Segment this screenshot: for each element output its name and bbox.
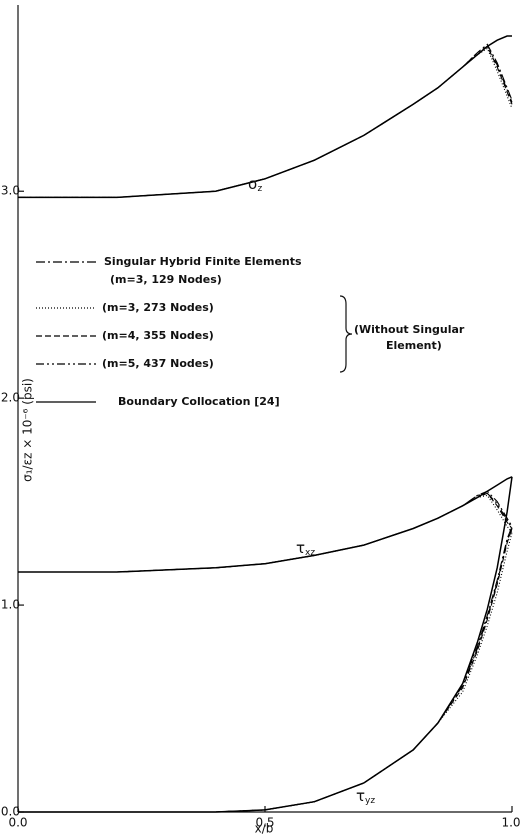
series-line xyxy=(18,476,513,573)
series-line xyxy=(18,532,513,813)
series-line xyxy=(18,45,513,198)
legend-label: (m=3, 129 Nodes) xyxy=(110,273,222,286)
legend-label: (m=3, 273 Nodes) xyxy=(102,301,214,314)
y-tick-label: 0.0 xyxy=(1,805,20,819)
curve-label-symbol: τ xyxy=(356,787,365,805)
curve-label-subscript: z xyxy=(258,184,263,194)
curve-label: τyz xyxy=(356,787,375,806)
series-line xyxy=(18,492,513,573)
x-tick-label: 0.5 xyxy=(255,816,274,830)
series-line xyxy=(18,528,513,813)
series-line xyxy=(18,528,513,813)
curve-label: τxz xyxy=(296,539,315,558)
curve-label-symbol: σ xyxy=(248,175,258,193)
legend-label: Boundary Collocation [24] xyxy=(118,395,280,408)
legend-label: Singular Hybrid Finite Elements xyxy=(104,255,302,268)
series-line xyxy=(18,35,512,199)
series-line xyxy=(18,526,513,813)
series-line xyxy=(18,490,513,573)
curve-label-symbol: τ xyxy=(296,539,305,557)
x-tick-label: 1.0 xyxy=(501,816,520,830)
series-line xyxy=(18,45,513,198)
series-line xyxy=(18,494,513,573)
series-line xyxy=(18,492,513,573)
legend-brace xyxy=(339,295,353,373)
legend-note: (Without Singular xyxy=(354,323,465,336)
y-tick-label: 1.0 xyxy=(1,598,20,612)
series-line xyxy=(18,43,513,198)
y-tick-label: 2.0 xyxy=(1,391,20,405)
series-line xyxy=(18,47,513,198)
x-axis-label: x/b xyxy=(255,822,274,836)
legend-label: (m=5, 437 Nodes) xyxy=(102,357,214,370)
legend-note: Element) xyxy=(386,339,442,352)
legend-label: (m=4, 355 Nodes) xyxy=(102,329,214,342)
series-line xyxy=(18,476,513,813)
y-axis-label: σ₁/εz × 10⁻⁶ (psi) xyxy=(21,378,35,482)
curve-label: σz xyxy=(248,175,263,194)
y-tick-label: 3.0 xyxy=(1,184,20,198)
curve-label-subscript: xz xyxy=(305,548,315,558)
curve-label-subscript: yz xyxy=(365,796,375,806)
x-tick-label: 0.0 xyxy=(8,816,27,830)
